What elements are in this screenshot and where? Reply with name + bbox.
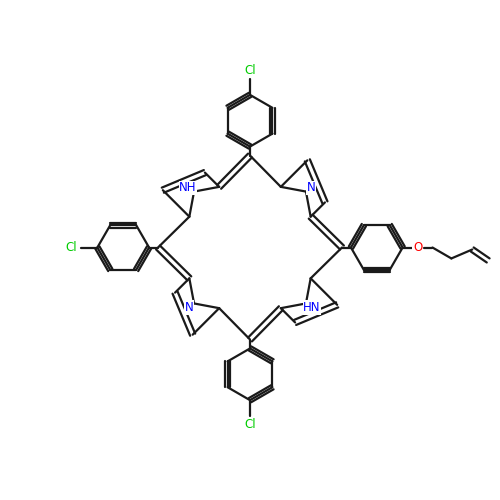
Text: Cl: Cl: [244, 64, 256, 77]
Text: O: O: [413, 241, 422, 254]
Text: Cl: Cl: [66, 241, 78, 254]
Text: N: N: [306, 181, 316, 194]
Text: N: N: [184, 301, 194, 314]
Text: NH: NH: [180, 181, 197, 194]
Text: Cl: Cl: [244, 418, 256, 431]
Text: HN: HN: [303, 301, 320, 314]
